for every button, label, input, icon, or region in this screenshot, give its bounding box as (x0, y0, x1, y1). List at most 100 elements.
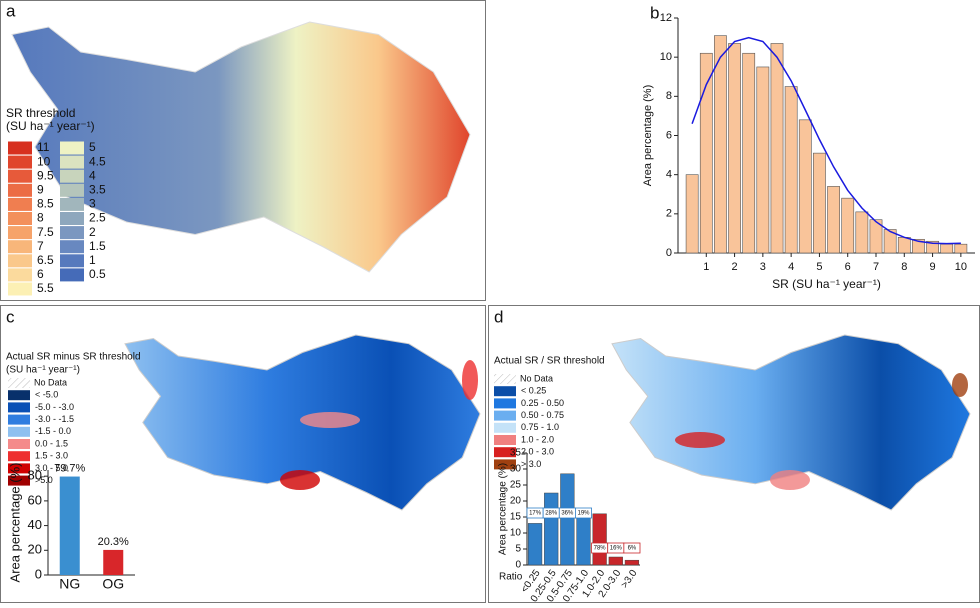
legend-swatch (8, 169, 32, 183)
map-patch (280, 470, 320, 490)
histogram-bar (897, 237, 911, 254)
legend-swatch (494, 422, 516, 433)
x-tick-label: 8 (901, 261, 907, 273)
histogram-bar (912, 238, 925, 254)
legend-label: 1.0 - 2.0 (521, 434, 554, 444)
legend-label: > 3.0 (521, 459, 541, 469)
legend-label: 8.5 (37, 197, 54, 211)
legend-swatch (60, 169, 84, 183)
legend-swatch (494, 386, 516, 397)
legend-swatch (8, 212, 32, 225)
x-tick-label: OG (102, 576, 124, 592)
value-label: 79.7% (54, 462, 85, 474)
histogram-bar (954, 243, 968, 254)
legend-swatch (60, 155, 84, 169)
legend-label: 9.5 (37, 168, 54, 182)
legend-swatch (494, 410, 516, 421)
histogram-bar (714, 35, 727, 254)
y-tick-label: 0 (515, 560, 521, 571)
y-tick-label: 6 (666, 129, 672, 141)
legend-label: 1.5 - 3.0 (35, 451, 68, 461)
fit-line (691, 36, 961, 245)
legend-swatch (8, 451, 30, 462)
legend-swatch (8, 226, 32, 240)
legend-label: 0.25 - 0.50 (521, 398, 564, 408)
y-tick-label: 40 (28, 517, 42, 532)
legend-swatch (60, 197, 84, 211)
annotation-box (575, 507, 592, 519)
legend-label: 3.0 - 5.0 (35, 463, 68, 473)
panel-label: a (6, 1, 16, 20)
legend-label: 2.5 (89, 211, 106, 225)
y-tick-label: 60 (28, 492, 42, 507)
legend-label: No Data (520, 373, 553, 383)
bar (527, 523, 543, 566)
legend-label: 0.50 - 0.75 (521, 410, 564, 420)
legend-swatch (8, 268, 32, 282)
y-tick-label: 35 (510, 448, 522, 459)
legend-label: 0.75 - 1.0 (521, 422, 559, 432)
annotation: 78% (594, 546, 607, 552)
legend-swatch (8, 463, 30, 474)
legend-label: 8 (37, 211, 44, 225)
legend-label: 6.5 (37, 253, 54, 267)
x-axis-label: Ratio (499, 572, 523, 583)
legend-label: < -5.0 (35, 390, 58, 400)
histogram-bar (742, 52, 756, 254)
y-tick-label: 15 (510, 512, 522, 523)
legend-swatch (8, 183, 32, 197)
y-tick-label: 0 (35, 566, 42, 581)
legend-title: SR threshold (6, 106, 75, 120)
histogram-bar (827, 186, 840, 254)
legend-swatch (494, 374, 516, 384)
legend-swatch (60, 141, 84, 155)
x-tick-label: >3.0 (619, 568, 640, 591)
y-tick-label: 12 (660, 12, 672, 24)
panel-frame (0, 0, 486, 301)
legend-swatch (8, 426, 30, 437)
legend-swatch (8, 402, 30, 413)
y-tick-label: 25 (510, 480, 522, 491)
legend-label: 7 (37, 239, 44, 253)
legend-title: Actual SR minus SR threshold (6, 352, 141, 363)
legend-swatch (8, 282, 32, 296)
histogram-bar (798, 119, 812, 254)
map-region (611, 334, 971, 511)
histogram-bar (883, 229, 897, 254)
value-label: 20.3% (98, 536, 129, 548)
legend-swatch (8, 240, 32, 254)
bar (624, 559, 640, 566)
legend-swatch (60, 240, 84, 254)
legend-label: 1 (89, 253, 96, 267)
legend-label: 4.5 (89, 154, 106, 168)
x-tick-label: 2 (732, 261, 738, 273)
legend-swatch (60, 254, 84, 268)
legend-label: 6 (37, 267, 44, 281)
legend-swatch (494, 398, 516, 409)
map-patch (300, 412, 360, 428)
x-tick-label: 4 (788, 261, 794, 273)
histogram-bar (841, 197, 855, 254)
legend-swatch (8, 390, 30, 401)
legend-label: No Data (34, 377, 67, 387)
bar (576, 516, 591, 566)
y-tick-label: 0 (666, 247, 672, 259)
y-tick-label: 20 (28, 542, 42, 557)
histogram-bar (685, 174, 699, 254)
y-tick-label: 10 (510, 528, 522, 539)
legend-swatch (8, 414, 30, 425)
histogram-bar (728, 43, 741, 254)
legend-label: 5.5 (37, 281, 54, 295)
y-axis-label: Area percentage (%) (642, 85, 654, 187)
bar (592, 513, 607, 566)
annotation: 19% (577, 511, 590, 517)
y-tick-label: 8 (666, 90, 672, 102)
bar (103, 549, 124, 575)
map-patch (462, 360, 478, 400)
legend-label: 2.0 - 3.0 (521, 447, 554, 457)
legend-title: (SU ha⁻¹ year⁻¹) (6, 365, 80, 376)
legend-swatch (8, 155, 32, 169)
annotation-box (623, 542, 641, 554)
